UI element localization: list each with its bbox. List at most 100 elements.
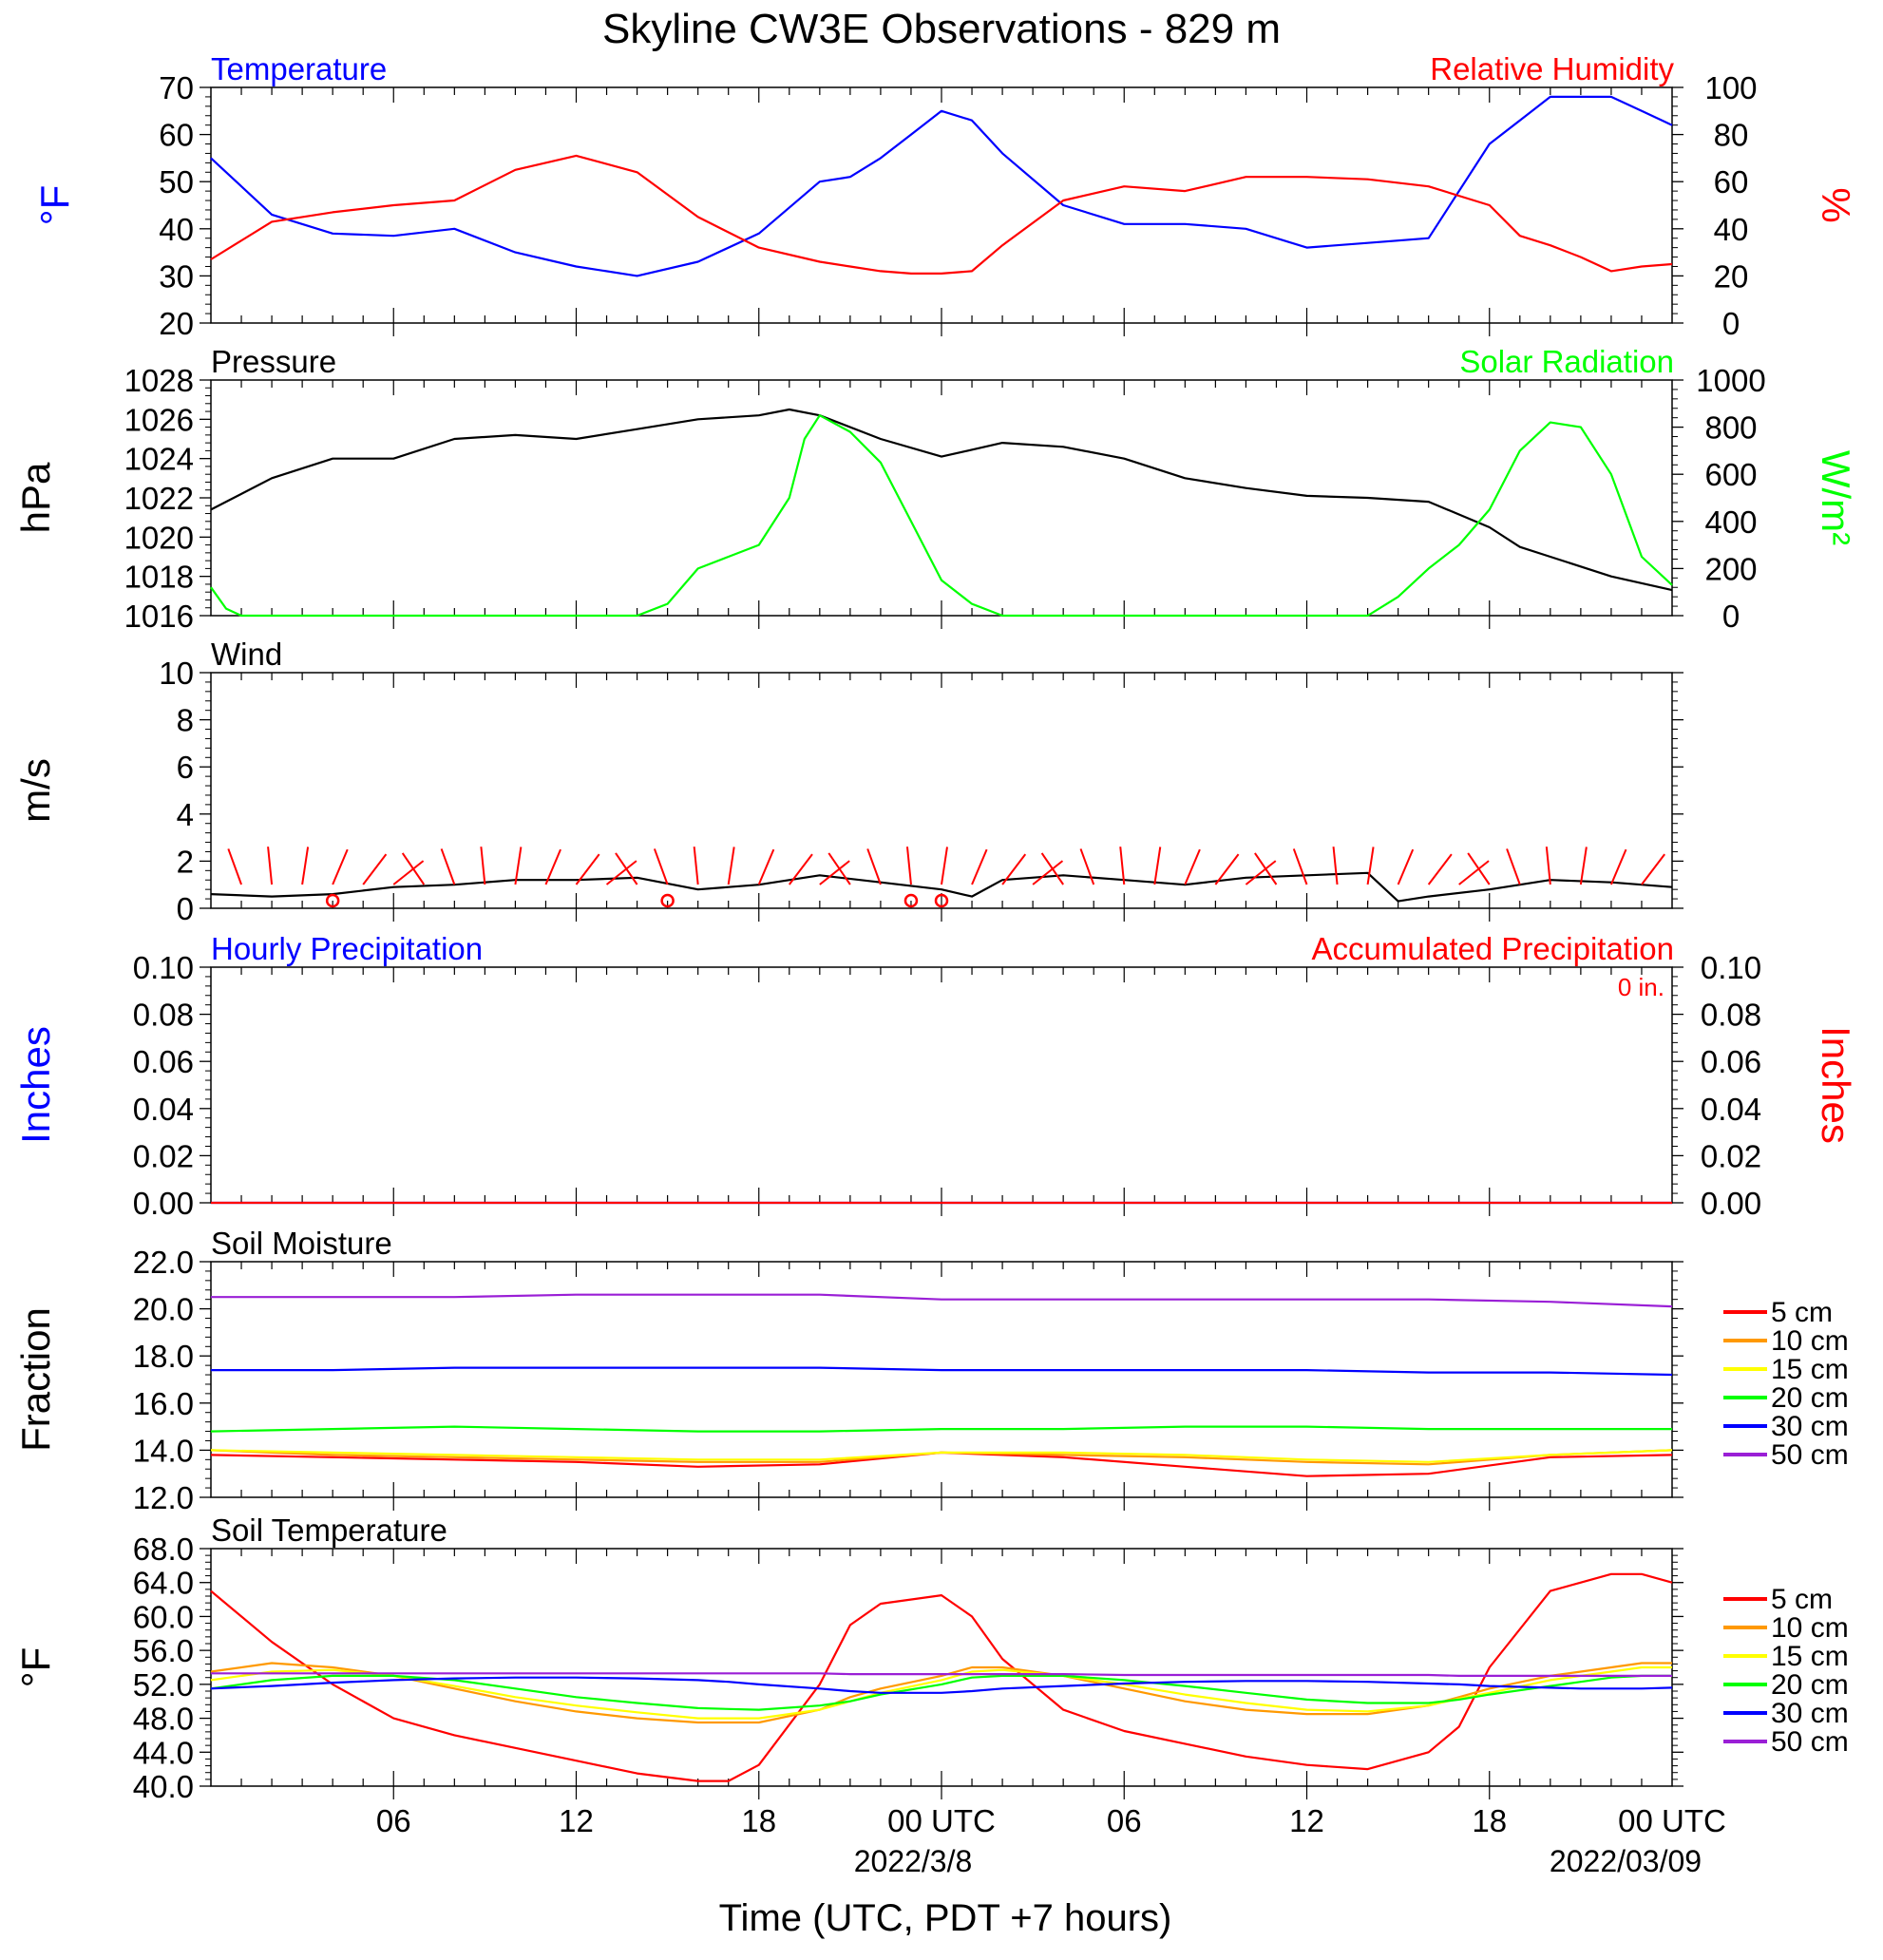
y-tick-label: 20.0 xyxy=(133,1292,194,1327)
x-date-1: 2022/3/8 xyxy=(854,1844,973,1878)
wind-barb xyxy=(267,847,274,885)
panel-title-left: Temperature xyxy=(211,51,387,86)
x-tick-label: 12 xyxy=(1289,1803,1324,1838)
y-tick-label: 64.0 xyxy=(133,1566,194,1601)
x-axis: 2022/3/8 2022/03/09 Time (UTC, PDT +7 ho… xyxy=(376,1803,1726,1939)
panel-4: 0.00 0.02 0.04 0.06 0.08 0.10 0.00 0.02 0.04 0.06… xyxy=(13,931,1858,1221)
wind-barb xyxy=(1001,853,1027,885)
wind-barb xyxy=(819,860,850,885)
wind-barbs xyxy=(227,847,1665,908)
series-line xyxy=(211,1293,1673,1308)
y-tick-label: 50 xyxy=(159,164,194,200)
y-right-tick-label: 60 xyxy=(1714,164,1749,200)
y-right-tick-label: 0 xyxy=(1722,306,1740,341)
y-tick-label: 60.0 xyxy=(133,1599,194,1634)
series-line xyxy=(210,1674,1672,1711)
legend-label: 20 cm xyxy=(1771,1669,1849,1701)
wind-barb xyxy=(1545,847,1551,885)
wind-barb xyxy=(757,848,775,885)
series-line xyxy=(210,1665,1672,1720)
legend-label: 50 cm xyxy=(1771,1726,1849,1758)
series-line xyxy=(210,871,1673,903)
y-axis-label-left: m/s xyxy=(13,758,58,823)
wind-barb xyxy=(905,847,912,885)
y-tick-label: 48.0 xyxy=(133,1702,194,1737)
wind-barb xyxy=(1366,847,1375,885)
y-axis-label-left: Inches xyxy=(13,1026,58,1144)
plot-frame xyxy=(210,1548,1673,1787)
panel-annotation: 0 in. xyxy=(1618,973,1664,1001)
legend-label: 5 cm xyxy=(1771,1584,1833,1615)
panel-title-left: Pressure xyxy=(211,344,336,379)
plot-frame xyxy=(210,672,1673,909)
wind-barb xyxy=(727,847,735,885)
y-tick-label: 1024 xyxy=(124,442,194,477)
wind-barb xyxy=(1040,852,1064,885)
y-tick-label: 68.0 xyxy=(133,1532,194,1567)
y-tick-label: 20 xyxy=(159,306,194,341)
calm-wind-marker xyxy=(325,893,340,908)
wind-barb xyxy=(227,848,242,885)
wind-barb xyxy=(1292,848,1308,885)
y-tick-label: 70 xyxy=(159,70,194,105)
wind-barb xyxy=(605,860,637,885)
x-tick-label: 18 xyxy=(741,1803,776,1838)
wind-barb xyxy=(1245,860,1277,885)
wind-barb xyxy=(440,848,456,885)
wind-barb xyxy=(971,848,988,885)
y-axis-label-left: °F xyxy=(13,1647,58,1687)
wind-barb xyxy=(827,852,851,885)
series-line xyxy=(210,1449,1673,1463)
y-tick-label: 40 xyxy=(159,212,194,247)
x-tick-label: 06 xyxy=(1107,1803,1142,1838)
panel-6: 40.044.048.052.056.060.064.068.0 Soil Tem… xyxy=(13,1513,1849,1804)
y-tick-label: 18.0 xyxy=(133,1339,194,1374)
y-axis-label-right: W/m² xyxy=(1814,450,1858,545)
y-right-tick-label: 200 xyxy=(1704,551,1757,586)
y-tick-label: 0.06 xyxy=(133,1044,194,1079)
y-tick-label: 60 xyxy=(159,118,194,153)
y-tick-label: 52.0 xyxy=(133,1667,194,1703)
x-tick-label: 00 UTC xyxy=(887,1803,996,1838)
panel-3: 0 2 4 6 8 10 Wind m/s xyxy=(13,637,1683,926)
legend-label: 15 cm xyxy=(1771,1354,1849,1385)
y-right-tick-label: 20 xyxy=(1714,258,1749,294)
series-line xyxy=(211,1366,1673,1377)
wind-barb xyxy=(1427,853,1453,885)
legend-label: 20 cm xyxy=(1771,1382,1849,1414)
wind-barb xyxy=(392,860,425,885)
wind-barb xyxy=(575,853,600,885)
series-line xyxy=(210,1662,1672,1724)
y-axis-label-right: Inches xyxy=(1814,1026,1858,1144)
y-tick-label: 0.10 xyxy=(133,950,194,985)
y-tick-label: 10 xyxy=(159,656,194,691)
series-line xyxy=(210,95,1673,277)
wind-barb xyxy=(1032,860,1064,885)
y-tick-label: 0.04 xyxy=(133,1092,194,1127)
wind-barb xyxy=(1397,848,1415,885)
panel-1: 20 30 40 50 60 70 0 20 40 60 80 100 Temperature Relat… xyxy=(32,51,1858,341)
x-axis-label: Time (UTC, PDT +7 hours) xyxy=(719,1897,1172,1939)
y-right-tick-label: 80 xyxy=(1714,118,1749,153)
y-tick-label: 0 xyxy=(177,891,194,926)
figure-title: Skyline CW3E Observations - 829 m xyxy=(602,6,1281,52)
calm-wind-marker xyxy=(903,893,919,908)
wind-barb xyxy=(1119,847,1126,885)
y-tick-label: 56.0 xyxy=(133,1633,194,1668)
wind-barb xyxy=(332,848,349,885)
panel-title-left: Hourly Precipitation xyxy=(211,931,483,966)
x-tick-label: 00 UTC xyxy=(1618,1803,1726,1838)
wind-barb xyxy=(1609,848,1627,885)
wind-barb xyxy=(1506,848,1521,885)
panel-5: 12.0 14.0 16.0 18.0 20.0 22.0 Soil Moisture Fra… xyxy=(13,1226,1849,1515)
plot-frame xyxy=(210,966,1673,1204)
x-date-2: 2022/03/09 xyxy=(1550,1844,1702,1878)
wind-barb xyxy=(1254,852,1278,885)
y-axis-label-right: % xyxy=(1814,187,1858,222)
legend-label: 30 cm xyxy=(1771,1411,1849,1442)
y-right-tick-label: 100 xyxy=(1704,70,1757,105)
